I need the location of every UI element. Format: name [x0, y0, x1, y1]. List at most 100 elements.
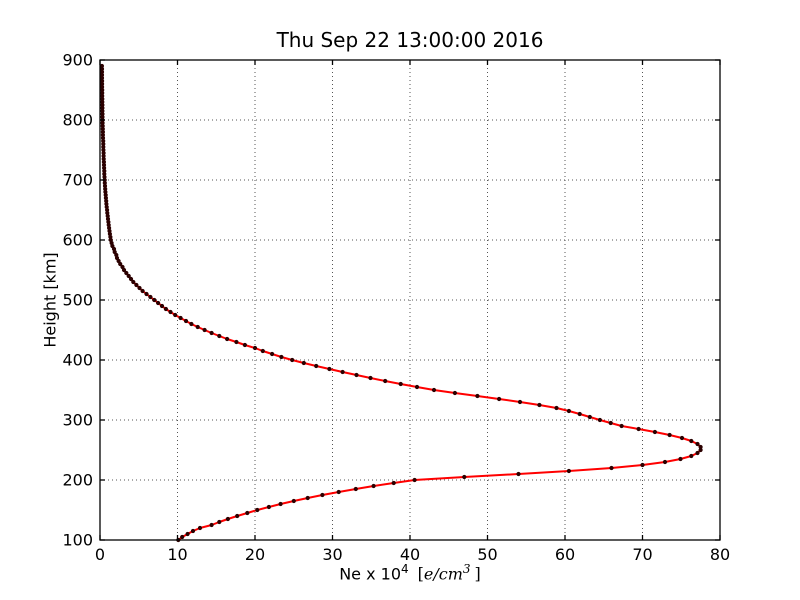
- y-tick-label: 100: [62, 531, 93, 550]
- ne-profile-marker: [577, 411, 582, 417]
- ne-profile-marker: [353, 486, 358, 492]
- y-tick-label: 500: [62, 291, 93, 310]
- ne-profile-marker: [102, 165, 107, 171]
- x-axis-label-prefix: Ne x 10: [339, 564, 402, 584]
- ne-profile-marker: [217, 333, 222, 339]
- ne-profile-marker: [180, 534, 185, 540]
- ne-profile-marker: [597, 417, 603, 423]
- ne-profile-marker: [336, 489, 341, 495]
- ne-profile-marker: [100, 78, 105, 84]
- ne-profile-marker: [100, 120, 105, 126]
- y-tick-label: 400: [62, 351, 93, 370]
- ne-profile-marker: [517, 399, 523, 405]
- ne-profile-marker: [252, 345, 258, 351]
- x-axis-label-open-bracket: [: [417, 564, 424, 584]
- ne-profile-marker: [235, 513, 240, 519]
- ne-profile-marker: [101, 162, 107, 168]
- ne-profile-marker: [497, 396, 502, 402]
- ne-profile-marker: [202, 327, 207, 333]
- ne-profile-marker: [144, 291, 149, 297]
- ne-profile-marker: [260, 348, 265, 354]
- ne-profile-marker: [103, 186, 108, 192]
- x-axis-label-close-bracket: ]: [474, 564, 481, 584]
- ne-profile-marker: [100, 81, 105, 87]
- ne-profile-marker: [695, 441, 700, 447]
- ne-profile-marker: [148, 294, 153, 300]
- ne-profile-marker: [101, 141, 106, 147]
- ne-profile-marker: [103, 189, 108, 195]
- ne-profile-marker: [101, 159, 106, 165]
- ne-profile-marker: [197, 525, 203, 531]
- ne-profile-marker: [245, 510, 250, 516]
- ne-profile-marker: [137, 285, 142, 291]
- ne-profile-marker: [100, 105, 105, 111]
- ne-profile-marker: [102, 180, 107, 186]
- ne-profile-marker: [104, 201, 109, 207]
- x-tick-label: 60: [555, 545, 575, 564]
- ne-profile-marker: [314, 363, 319, 369]
- ne-profile-marker: [100, 129, 105, 135]
- ne-profile-marker: [636, 426, 641, 432]
- ne-profile-marker: [290, 357, 295, 363]
- ne-profile-marker: [99, 75, 105, 81]
- ne-profile-marker: [255, 507, 260, 513]
- x-axis-label: Ne x 104 [e/cm3]: [100, 562, 720, 583]
- ne-profile-marker: [291, 498, 296, 504]
- ne-profile-marker: [209, 522, 214, 528]
- ne-profile-marker: [101, 144, 106, 150]
- ne-profile-marker: [327, 366, 332, 372]
- ne-profile-marker: [270, 351, 275, 357]
- ne-profile-marker: [120, 264, 125, 270]
- ne-profile-marker: [266, 504, 271, 510]
- ne-profile-marker: [431, 387, 437, 393]
- ne-profile-marker: [414, 384, 420, 390]
- x-tick-label: 40: [400, 545, 420, 564]
- ne-profile-marker: [652, 429, 658, 435]
- ne-profile-marker: [102, 171, 107, 177]
- ne-profile-marker: [101, 138, 106, 144]
- ne-profile-marker: [189, 321, 194, 327]
- ne-profile-marker: [398, 381, 403, 387]
- ne-profile-marker: [190, 528, 196, 534]
- ne-profile-marker: [225, 336, 230, 342]
- ne-profile-marker: [100, 93, 105, 99]
- ne-profile-marker: [128, 276, 134, 282]
- x-tick-label: 0: [95, 545, 105, 564]
- y-tick-label: 600: [62, 231, 93, 250]
- ne-profile-marker: [412, 477, 417, 483]
- x-tick-label: 70: [632, 545, 652, 564]
- ne-profile-marker: [102, 168, 107, 174]
- ne-profile-marker: [103, 195, 108, 201]
- ne-profile-marker: [178, 315, 183, 321]
- ne-profile-marker: [100, 135, 106, 141]
- ne-profile-marker: [242, 342, 247, 348]
- ne-profile-marker: [159, 303, 165, 309]
- x-tick-label: 80: [710, 545, 730, 564]
- x-axis-label-unit: e/cm: [423, 564, 463, 584]
- ne-profile-marker: [100, 87, 105, 93]
- ne-profile-marker: [225, 516, 230, 522]
- ne-profile-marker: [608, 420, 613, 426]
- ne-profile-marker: [475, 393, 480, 399]
- ne-profile-marker: [305, 495, 310, 501]
- ne-profile-marker: [152, 297, 157, 303]
- ne-profile-marker: [689, 438, 694, 444]
- ne-profile-marker: [185, 531, 190, 537]
- ne-profile-marker: [383, 378, 388, 384]
- ne-profile-marker: [100, 90, 105, 96]
- ne-profile-marker: [279, 354, 284, 360]
- ne-profile-marker: [183, 318, 189, 324]
- ne-profile-marker: [689, 453, 694, 459]
- x-axis-label-unit-exponent: 3: [462, 562, 471, 576]
- y-tick-label: 900: [62, 51, 93, 70]
- ne-profile-marker: [100, 102, 105, 108]
- ne-profile-marker: [124, 270, 129, 276]
- ne-profile-marker: [163, 306, 168, 312]
- ne-profile-marker: [678, 456, 683, 462]
- ne-profile-marker: [100, 123, 105, 129]
- ne-profile-marker: [102, 174, 107, 180]
- ne-profile-marker: [301, 360, 306, 366]
- ne-profile-marker: [126, 273, 131, 279]
- ne-profile-marker: [566, 468, 572, 474]
